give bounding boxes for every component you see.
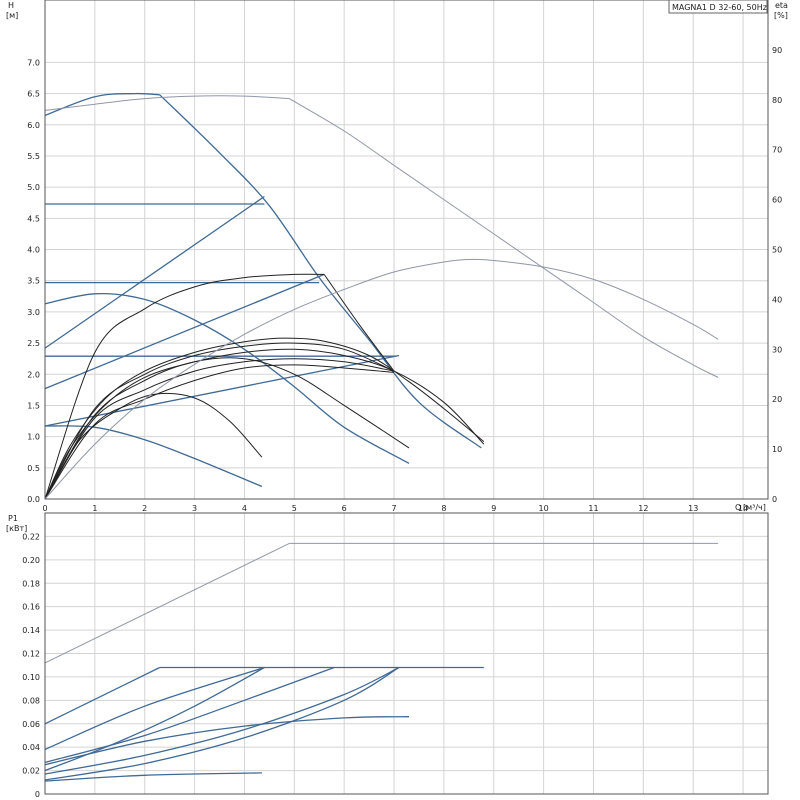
head-y-tick-label: 4.0 [27, 246, 40, 255]
power-curve-blue [44, 666, 400, 781]
power-curve-blue [44, 666, 160, 725]
head-y-tick-label: 3.0 [27, 308, 40, 317]
head-curve-black [44, 348, 485, 500]
x-tick-label: 1 [92, 504, 97, 513]
eta-tick-label: 70 [772, 146, 782, 155]
power-y-tick-label: 0 [35, 790, 40, 799]
head-curve-blue [159, 94, 482, 449]
head-y-tick-label: 0.5 [27, 464, 40, 473]
head-y-tick-label: 2.5 [27, 339, 40, 348]
eta-curve [44, 258, 719, 500]
eta-tick-label: 0 [772, 495, 777, 504]
eta-tick-label: 40 [772, 295, 782, 304]
head-panel-ticks: 0 1 2 3 4 5 6 7 8 9 10 11 12 13 140.00.51.01.52.02.53.… [27, 46, 782, 513]
head-curve-blue [44, 273, 325, 390]
x-tick-label: 3 [192, 504, 197, 513]
x-tick-label: 0 [42, 504, 47, 513]
x-tick-label: 7 [391, 504, 396, 513]
head-curve-gray [44, 95, 290, 111]
power-y-tick-label: 0.20 [22, 556, 40, 565]
power-curve-blue [44, 666, 335, 764]
power-y-tick-label: 0.22 [22, 532, 40, 541]
head-y-tick-label: 3.5 [27, 277, 40, 286]
power-y-axis-label: P1 [8, 514, 18, 523]
head-curve-black [44, 337, 485, 500]
head-panel-frame [44, 0, 769, 500]
x-tick-label: 9 [491, 504, 496, 513]
head-curve-blue [44, 92, 160, 117]
power-curve-blue [44, 716, 410, 766]
power-y-tick-label: 0.12 [22, 650, 40, 659]
power-curve-blue [44, 666, 400, 775]
head-y-tick-label: 5.0 [27, 183, 40, 192]
power-panel-grid [44, 513, 768, 795]
eta-tick-label: 60 [772, 196, 782, 205]
head-panel-curves [44, 92, 719, 500]
head-curve-black [44, 364, 395, 500]
head-y-tick-label: 5.5 [27, 152, 40, 161]
eta-tick-label: 90 [772, 46, 782, 55]
power-y-tick-label: 0.08 [22, 696, 40, 705]
power-curve-blue [44, 666, 265, 751]
head-curve-gray [289, 98, 719, 378]
x-tick-label: 8 [441, 504, 446, 513]
x-tick-label: 4 [242, 504, 247, 513]
head-curve-black [323, 274, 395, 372]
power-curve-gray [44, 542, 290, 664]
head-curve-blue [44, 195, 265, 349]
head-curve-black [44, 392, 263, 500]
eta-tick-label: 20 [772, 395, 782, 404]
chart-title: MAGNA1 D 32-60, 50Hz [672, 3, 767, 12]
head-curve-black [44, 358, 395, 500]
head-y-tick-label: 1.0 [27, 433, 40, 442]
eta-axis-label: eta [775, 1, 788, 10]
x-tick-label: 12 [638, 504, 648, 513]
x-tick-label: 2 [142, 504, 147, 513]
power-panel-curves [44, 542, 719, 782]
power-panel-ticks: 0 0.02 0.04 0.06 0.08 0.10 0.12 0.14 0.16 0.18 0.2… [22, 532, 40, 799]
head-curve-black [44, 357, 410, 500]
head-panel-grid [44, 0, 768, 500]
x-axis-label: Q [735, 503, 741, 512]
power-y-tick-label: 0.10 [22, 673, 40, 682]
x-axis-unit: [м³/ч] [743, 503, 766, 512]
head-y-tick-label: 6.5 [27, 90, 40, 99]
head-curve-blue [44, 293, 410, 464]
power-y-tick-label: 0.06 [22, 720, 40, 729]
power-y-tick-label: 0.02 [22, 767, 40, 776]
x-tick-label: 10 [539, 504, 549, 513]
head-curve-black [44, 273, 325, 500]
head-y-tick-label: 2.0 [27, 370, 40, 379]
x-tick-label: 11 [588, 504, 598, 513]
x-tick-label: 13 [688, 504, 698, 513]
power-y-tick-label: 0.18 [22, 579, 40, 588]
power-curve-blue [44, 666, 265, 772]
head-y-tick-label: 4.5 [27, 214, 40, 223]
head-y-axis-label: H [8, 1, 14, 10]
head-y-tick-label: 1.5 [27, 401, 40, 410]
eta-tick-label: 80 [772, 96, 782, 105]
head-curve-black [44, 342, 395, 500]
x-tick-label: 14 [738, 504, 748, 513]
power-panel-frame [44, 512, 769, 795]
head-y-tick-label: 6.0 [27, 121, 40, 130]
power-y-tick-label: 0.04 [22, 743, 40, 752]
eta-axis-unit: [%] [774, 11, 788, 20]
head-y-axis-unit: [м] [6, 11, 18, 20]
head-y-tick-label: 0.0 [27, 495, 40, 504]
head-y-tick-label: 7.0 [27, 58, 40, 67]
power-y-tick-label: 0.16 [22, 603, 40, 612]
eta-tick-label: 30 [772, 345, 782, 354]
power-curve-blue [44, 772, 262, 782]
power-y-tick-label: 0.14 [22, 626, 40, 635]
power-y-axis-unit: [кВт] [6, 524, 27, 533]
eta-tick-label: 10 [772, 445, 782, 454]
title-box [668, 0, 768, 14]
x-tick-label: 5 [292, 504, 297, 513]
eta-tick-label: 50 [772, 246, 782, 255]
head-curve-blue [44, 425, 263, 488]
x-tick-label: 6 [342, 504, 347, 513]
